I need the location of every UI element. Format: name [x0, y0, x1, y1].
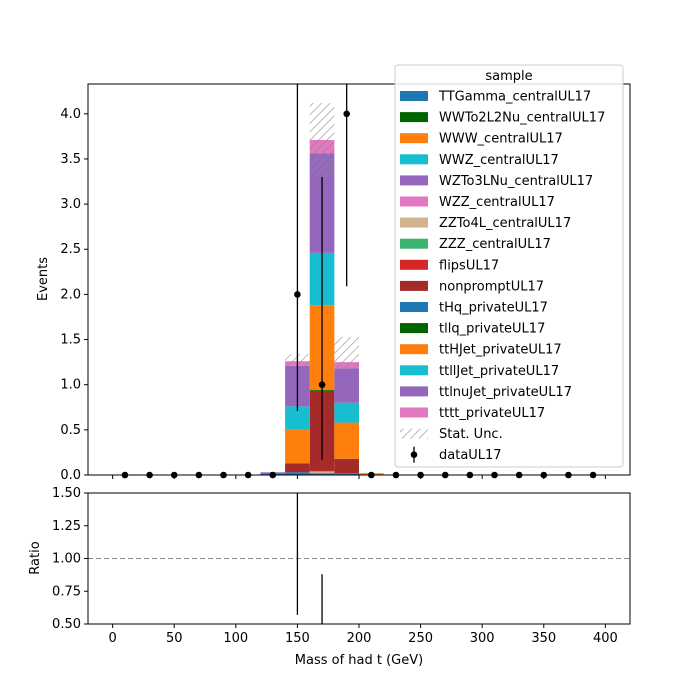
legend-label-nonpromptUL17: nonpromptUL17	[439, 279, 544, 294]
legend-label-ttHJet_privateUL17: ttHJet_privateUL17	[439, 343, 562, 358]
bar-ttHJet_privateUL17-bin-140	[285, 429, 310, 464]
legend-label-WWZ_centralUL17: WWZ_centralUL17	[439, 153, 559, 168]
y-tick-label-top-1: 1.0	[60, 378, 81, 393]
stat-unc-band-bin-160	[309, 102, 335, 178]
bar-ttHJet_privateUL17-bin-180	[334, 422, 359, 459]
legend-swatch-ZZZ_centralUL17	[400, 238, 428, 249]
legend-data-marker	[410, 451, 418, 459]
bar-ttlnuJet_privateUL17-bin-180	[334, 368, 359, 403]
legend-label-tttt_privateUL17: tttt_privateUL17	[439, 406, 545, 421]
legend-swatch-nonpromptUL17	[400, 280, 428, 291]
x-tick-label-150: 150	[285, 631, 310, 646]
legend: sample TTGamma_centralUL17 WWTo2L2Nu_cent…	[394, 64, 624, 468]
bar-tllq_privateUL17-bin-180	[334, 458, 359, 460]
legend-label-WWW_centralUL17: WWW_centralUL17	[439, 132, 563, 147]
legend-swatch-ttHJet_privateUL17	[400, 344, 428, 355]
legend-label-flipsUL17: flipsUL17	[439, 258, 499, 273]
y-tick-label-top-3.5: 3.5	[60, 152, 81, 167]
legend-label-ttlnuJet_privateUL17: ttlnuJet_privateUL17	[439, 385, 572, 400]
y-tick-label-bottom-1.25: 1.25	[52, 519, 81, 534]
legend-swatch-WZTo3LNu_centralUL17	[400, 175, 428, 186]
bar-TTGamma_centralUL17-bin-160	[309, 473, 335, 475]
legend-label-ZZTo4L_centralUL17: ZZTo4L_centralUL17	[439, 216, 571, 231]
y-tick-label-top-0.5: 0.5	[60, 423, 81, 438]
legend-label-dataUL17: dataUL17	[439, 448, 502, 463]
ratio-panel: 0.50 0.75 1.00 1.25 1.50 0 50 100 150 200 250 300 3…	[28, 486, 631, 668]
legend-entries: TTGamma_centralUL17 WWTo2L2Nu_centralUL17…	[400, 90, 605, 463]
legend-swatch-WZZ_centralUL17	[400, 196, 428, 207]
x-tick-label-200: 200	[347, 631, 372, 646]
bar-ttllJet_privateUL17-bin-180	[334, 402, 359, 423]
stat-unc-band-bin-180	[334, 336, 359, 372]
legend-label-tHq_privateUL17: tHq_privateUL17	[439, 301, 548, 316]
x-tick-label-300: 300	[470, 631, 495, 646]
bar-TTGamma_centralUL17-bin-180	[334, 473, 359, 475]
legend-frame	[394, 64, 624, 468]
y-tick-label-bottom-1: 1.00	[52, 552, 81, 567]
legend-swatch-ttlnuJet_privateUL17	[400, 386, 428, 397]
bar-nonpromptUL17-bin-140	[285, 463, 310, 473]
bar-TTGamma_centralUL17-bin-140	[285, 472, 310, 475]
bar-nonpromptUL17-bin-180	[334, 459, 359, 474]
data-point-190	[343, 110, 350, 118]
legend-label-TTGamma_centralUL17: TTGamma_centralUL17	[438, 90, 591, 105]
x-tick-label-0: 0	[108, 631, 116, 646]
main-y-ticks: 0.0 0.5 1.0 1.5 2.0 2.5 3.0 3.5 4.0	[60, 107, 88, 483]
main-content	[121, 84, 597, 479]
ratio-content	[88, 493, 630, 624]
legend-swatch-WWTo2L2Nu_centralUL17	[400, 112, 428, 123]
legend-swatch-stat-unc	[400, 428, 428, 439]
legend-swatch-tttt_privateUL17	[400, 407, 428, 418]
legend-label-Stat. Unc.: Stat. Unc.	[439, 427, 503, 442]
legend-label-WZZ_centralUL17: WZZ_centralUL17	[439, 195, 555, 210]
legend-swatch-ttllJet_privateUL17	[400, 365, 428, 376]
legend-label-ttllJet_privateUL17: ttllJet_privateUL17	[439, 364, 559, 379]
legend-swatch-flipsUL17	[400, 259, 428, 270]
x-tick-label-50: 50	[166, 631, 183, 646]
x-tick-label-350: 350	[531, 631, 556, 646]
y-tick-label-bottom-0.5: 0.50	[52, 617, 81, 632]
x-tick-label-250: 250	[408, 631, 433, 646]
data-point-170	[318, 381, 326, 388]
legend-swatch-WWW_centralUL17	[400, 133, 428, 144]
legend-label-tllq_privateUL17: tllq_privateUL17	[439, 322, 545, 337]
legend-label-WWTo2L2Nu_centralUL17: WWTo2L2Nu_centralUL17	[439, 111, 605, 126]
bar-ttllJet_privateUL17-bin-140	[285, 406, 310, 430]
y-tick-label-bottom-1.5: 1.50	[52, 486, 81, 501]
bar-flipsUL17-bin-160	[309, 470, 335, 472]
legend-swatch-ZZTo4L_centralUL17	[400, 217, 428, 228]
legend-label-ZZZ_centralUL17: ZZZ_centralUL17	[439, 237, 551, 252]
x-tick-label-100: 100	[223, 631, 248, 646]
y-axis-label-top: Events	[36, 257, 51, 301]
ratio-x-ticks: 0 50 100 150 200 250 300 350 400	[108, 624, 618, 646]
ratio-y-ticks: 0.50 0.75 1.00 1.25 1.50	[52, 486, 88, 632]
y-tick-label-top-2.5: 2.5	[60, 242, 81, 257]
legend-swatch-tllq_privateUL17	[400, 323, 428, 334]
bar-ZZTo4L_centralUL17-bin-160	[309, 471, 335, 474]
y-tick-label-top-4: 4.0	[60, 107, 81, 122]
legend-title: sample	[485, 69, 532, 84]
main-x-ticks	[112, 475, 606, 479]
data-point-150	[294, 291, 301, 298]
legend-label-WZTo3LNu_centralUL17: WZTo3LNu_centralUL17	[439, 174, 593, 189]
legend-swatch-tHq_privateUL17	[400, 302, 428, 312]
y-tick-label-top-2: 2.0	[60, 287, 81, 302]
y-tick-label-top-1.5: 1.5	[60, 333, 81, 348]
legend-swatch-WWZ_centralUL17	[400, 154, 428, 165]
y-tick-label-top-3: 3.0	[60, 197, 81, 212]
x-axis-label: Mass of had t (GeV)	[295, 653, 423, 668]
y-tick-label-bottom-0.75: 0.75	[52, 584, 81, 599]
legend-swatch-TTGamma_centralUL17	[400, 91, 428, 101]
y-axis-label-bottom: Ratio	[28, 541, 43, 574]
y-tick-label-top-0: 0.0	[60, 468, 81, 483]
x-tick-label-400: 400	[593, 631, 618, 646]
